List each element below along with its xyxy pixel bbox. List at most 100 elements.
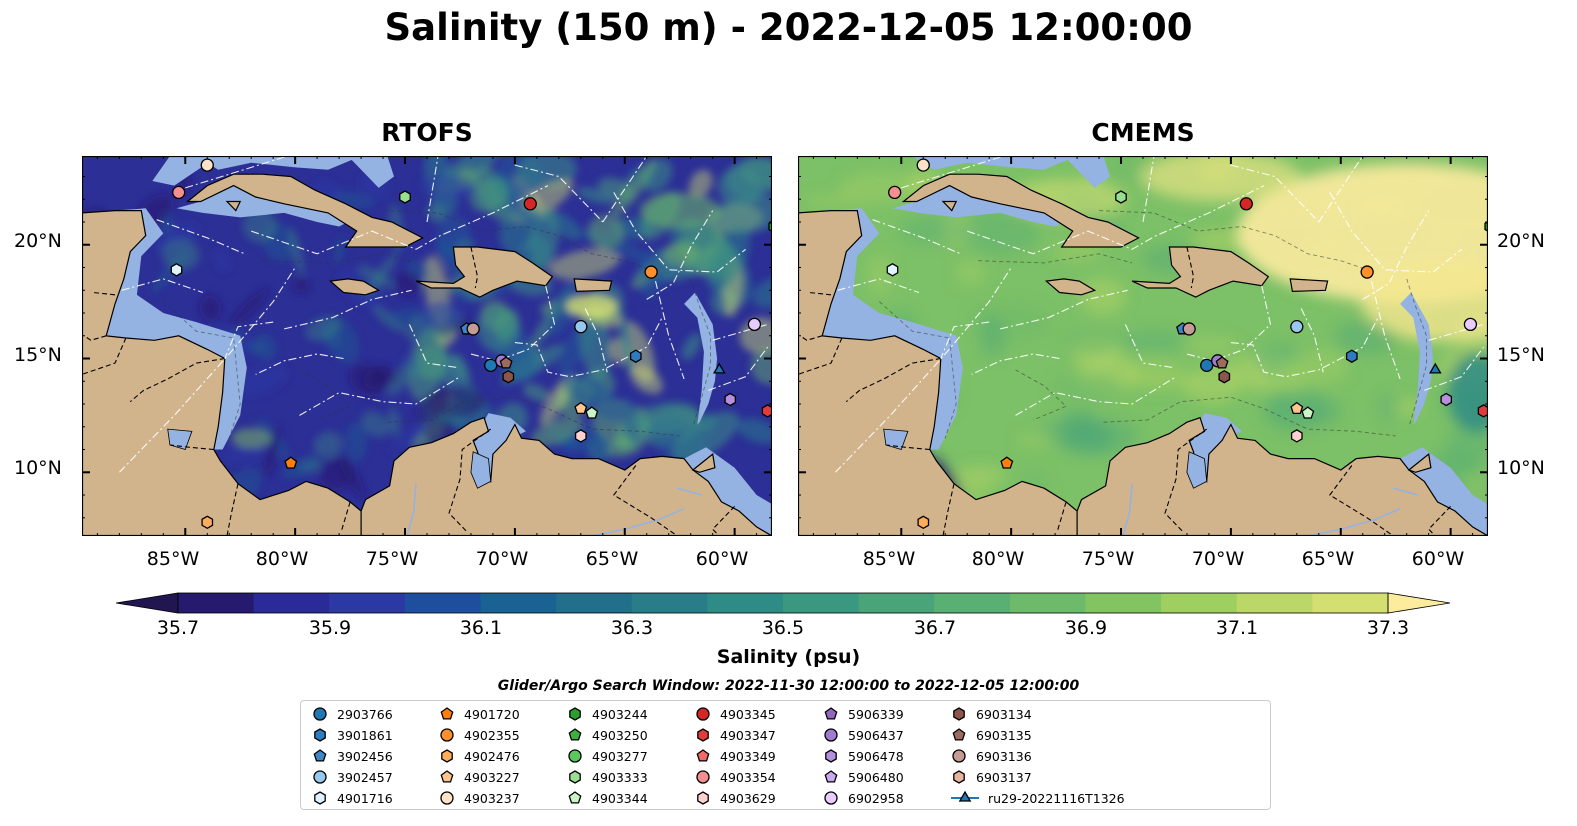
float-marker-4903333[interactable] [1115, 190, 1127, 204]
float-marker-4903227[interactable] [574, 401, 588, 415]
colorbar-tick: 36.3 [610, 617, 654, 639]
legend-item: 6903135 [950, 725, 1032, 745]
isobath-contours [878, 210, 1427, 439]
colorbar-segment [329, 593, 406, 613]
legend-label: 6903136 [976, 748, 1032, 764]
float-marker-4903333[interactable] [399, 190, 411, 204]
legend-label: 4903344 [592, 790, 648, 806]
legend-marker-icon [313, 770, 327, 784]
float-marker-4901716[interactable] [886, 263, 899, 277]
float-marker-4903227[interactable] [1290, 401, 1304, 415]
legend-marker-icon [824, 728, 838, 742]
float-marker-3902457[interactable] [1290, 320, 1304, 334]
legend-item: 4902355 [438, 725, 520, 745]
float-marker-3901861[interactable] [629, 349, 642, 363]
float-marker-6903134[interactable] [1218, 369, 1231, 384]
country-borders [82, 246, 735, 536]
legend-label: ru29-20221116T1326 [988, 790, 1125, 806]
float-marker-6903136[interactable] [1182, 322, 1196, 336]
float-marker-3902457[interactable] [574, 320, 588, 334]
map-panel-rtofs[interactable] [82, 156, 772, 536]
float-marker-4903347[interactable] [761, 404, 772, 418]
legend-marker-icon [568, 791, 582, 804]
legend-label: 4903237 [464, 790, 520, 806]
legend-item: 6902958 [822, 788, 904, 808]
float-marker-4901720[interactable] [284, 456, 298, 469]
map-panel-cmems[interactable] [798, 156, 1488, 536]
float-marker-4903354[interactable] [172, 185, 186, 200]
legend-label: 4903250 [592, 727, 648, 743]
colorbar-tick: 37.3 [1366, 617, 1410, 639]
float-marker-4903344[interactable] [1301, 406, 1315, 419]
lon-label-left: 80°W [255, 548, 309, 570]
lat-label-right: 20°N [1497, 230, 1545, 252]
legend-marker-icon [953, 770, 965, 784]
float-marker-4902355[interactable] [644, 265, 658, 279]
lakes [167, 428, 702, 536]
float-marker-ru29-20221116T1326[interactable] [712, 362, 726, 374]
float-marker-4903237[interactable] [200, 158, 214, 172]
float-marker-ru29-20221116T1326[interactable] [1428, 362, 1442, 374]
legend-marker-icon [824, 791, 838, 805]
float-marker-4903345[interactable] [523, 197, 537, 211]
colorbar-tick: 35.9 [308, 617, 352, 639]
legend-label: 4901720 [464, 706, 520, 722]
colorbar-segment [404, 593, 481, 613]
float-marker-4903629[interactable] [1290, 429, 1303, 443]
colorbar-tick: 37.1 [1215, 617, 1259, 639]
legend-label: 4902476 [464, 748, 520, 764]
float-marker-4903354[interactable] [888, 185, 902, 200]
lat-label-left: 20°N [14, 230, 62, 252]
legend-item: 4903227 [438, 767, 520, 787]
legend-item: 4903629 [694, 788, 776, 808]
float-marker-4903237[interactable] [916, 158, 930, 172]
float-marker-4903344[interactable] [585, 406, 599, 419]
float-marker-6902958[interactable] [1463, 317, 1478, 332]
legend-marker-icon [953, 707, 965, 721]
lon-label-left: 60°W [695, 548, 749, 570]
float-marker-5906478[interactable] [1440, 392, 1453, 407]
lon-label-left: 70°W [475, 548, 529, 570]
float-marker-4903629[interactable] [574, 429, 587, 443]
float-marker-4901720[interactable] [1000, 456, 1014, 469]
legend-marker-icon [952, 749, 966, 763]
float-marker-6902958[interactable] [747, 317, 762, 332]
float-markers [886, 158, 1488, 530]
colorbar-segment [178, 593, 255, 613]
legend-marker-icon [696, 707, 710, 721]
float-marker-6903136[interactable] [466, 322, 480, 336]
legend-item: 5906339 [822, 704, 904, 724]
float-marker-6903134[interactable] [502, 369, 515, 384]
legend-item: 4901720 [438, 704, 520, 724]
float-marker-3901861[interactable] [1345, 349, 1358, 363]
legend-label: 5906437 [848, 727, 904, 743]
colorbar-segment [858, 593, 935, 613]
colorbar-over-arrow [1387, 592, 1451, 614]
float-marker-4902476[interactable] [917, 515, 930, 530]
legend-title: Glider/Argo Search Window: 2022-11-30 12… [497, 678, 1080, 694]
legend: 2903766 3901861 3902456 3902457 4901716 49017… [300, 700, 1271, 810]
float-marker-4902355[interactable] [1360, 265, 1374, 279]
float-marker-6903135[interactable] [1215, 356, 1229, 369]
colorbar-tick: 36.7 [913, 617, 957, 639]
float-marker-2903766[interactable] [1200, 358, 1214, 372]
lon-label-left: 65°W [585, 548, 639, 570]
legend-label: 4903629 [720, 790, 776, 806]
float-marker-4901716[interactable] [170, 263, 183, 277]
float-marker-4903345[interactable] [1239, 197, 1253, 211]
colorbar-segment [934, 593, 1011, 613]
float-marker-6903135[interactable] [499, 356, 513, 369]
colorbar-under-arrow [116, 592, 179, 614]
float-marker-4902476[interactable] [201, 515, 214, 530]
colorbar-segment [1312, 593, 1389, 613]
country-borders [798, 246, 1451, 536]
colorbar-tick: 36.5 [761, 617, 805, 639]
panel-title-rtofs: RTOFS [381, 118, 473, 147]
legend-label: 4903345 [720, 706, 776, 722]
legend-item: 4903277 [566, 746, 648, 766]
float-marker-5906478[interactable] [724, 392, 737, 407]
legend-item: 4903344 [566, 788, 648, 808]
legend-marker-icon [314, 791, 326, 805]
float-marker-4903347[interactable] [1477, 404, 1488, 418]
float-marker-2903766[interactable] [484, 358, 498, 372]
